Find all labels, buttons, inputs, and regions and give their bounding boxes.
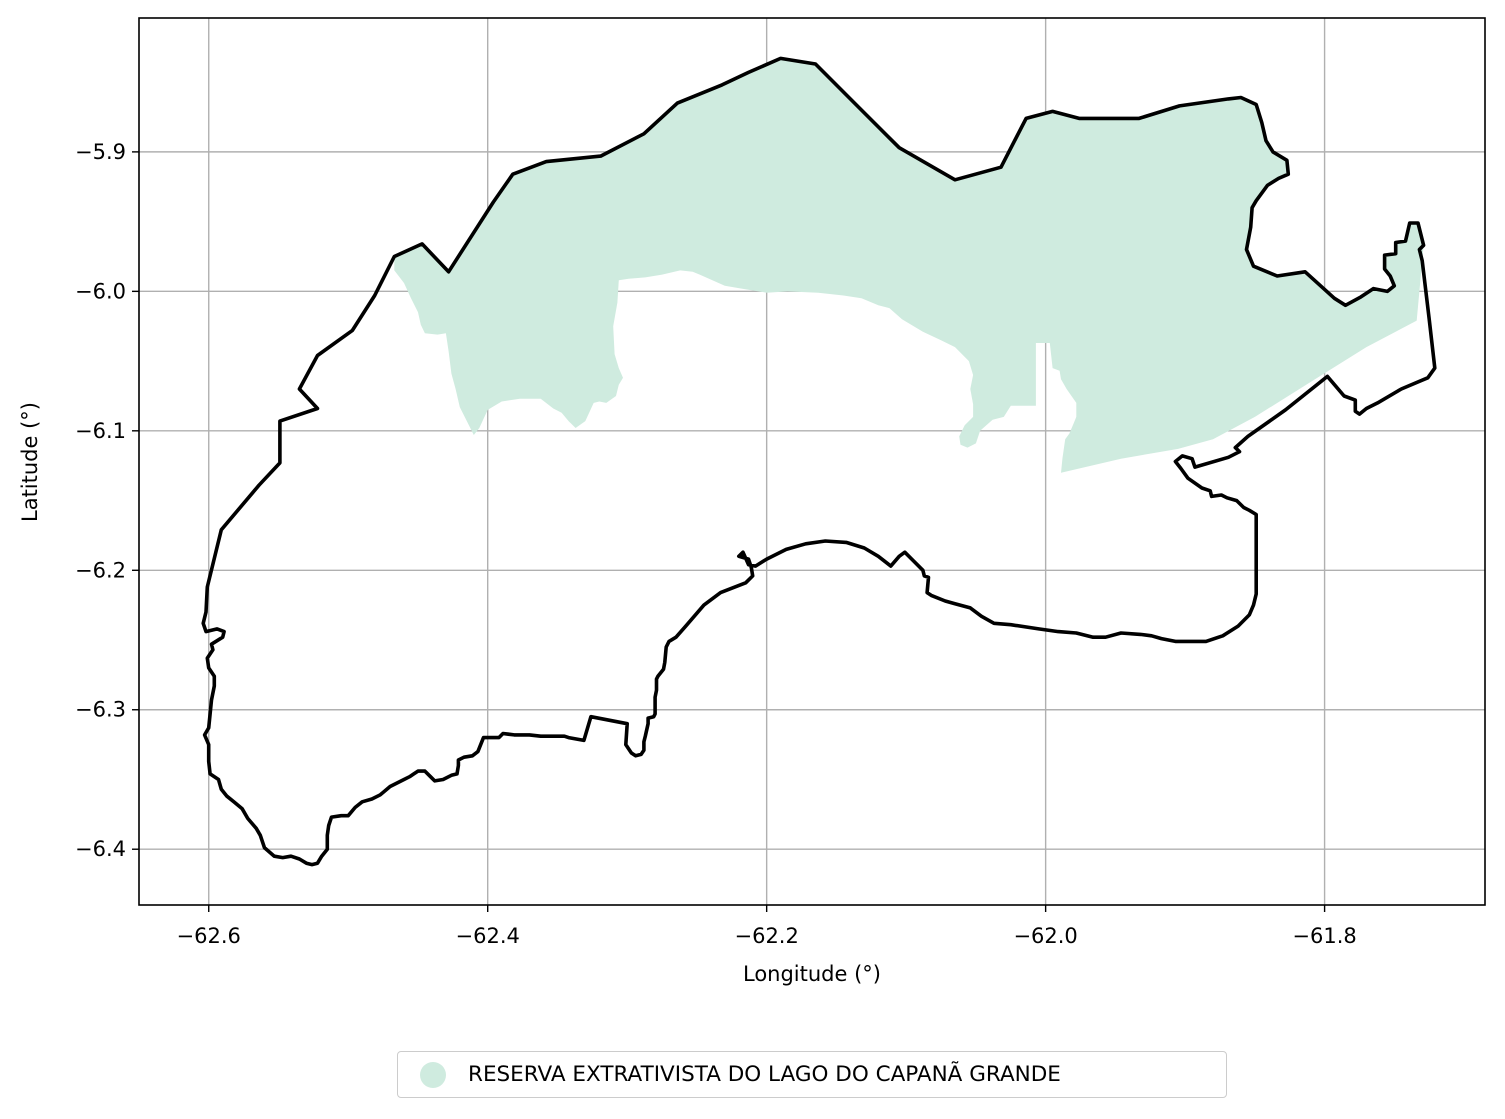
x-tick-label: −62.0 [1013,924,1077,948]
y-tick-label: −5.9 [75,140,126,164]
x-tick-label: −62.2 [734,924,798,948]
legend-marker [420,1061,446,1088]
y-tick-label: −6.3 [75,698,126,722]
reserve-area-fill [394,58,1424,473]
plot-frame [138,17,1486,906]
y-tick-label: −6.1 [75,419,126,443]
legend: RESERVA EXTRATIVISTA DO LAGO DO CAPANÃ G… [397,1051,1227,1098]
legend-label: RESERVA EXTRATIVISTA DO LAGO DO CAPANÃ G… [468,1062,1061,1087]
reserve-boundary-outline [201,56,1437,867]
y-tick-label: −6.4 [75,837,126,861]
y-tick-label: −6.2 [75,558,126,582]
map-data-layer [201,56,1437,867]
x-tick-label: −61.8 [1292,924,1356,948]
y-axis-title: Latitude (°) [18,402,42,522]
x-tick-label: −62.6 [177,924,241,948]
axis-ticks: −62.6 −62.4 −62.2 −62.0 −61.8 −5.9 −6.0 −6.1 −6.… [75,140,1357,948]
y-tick-label: −6.0 [75,279,126,303]
x-axis-title: Longitude (°) [743,962,881,986]
x-tick-label: −62.4 [456,924,520,948]
